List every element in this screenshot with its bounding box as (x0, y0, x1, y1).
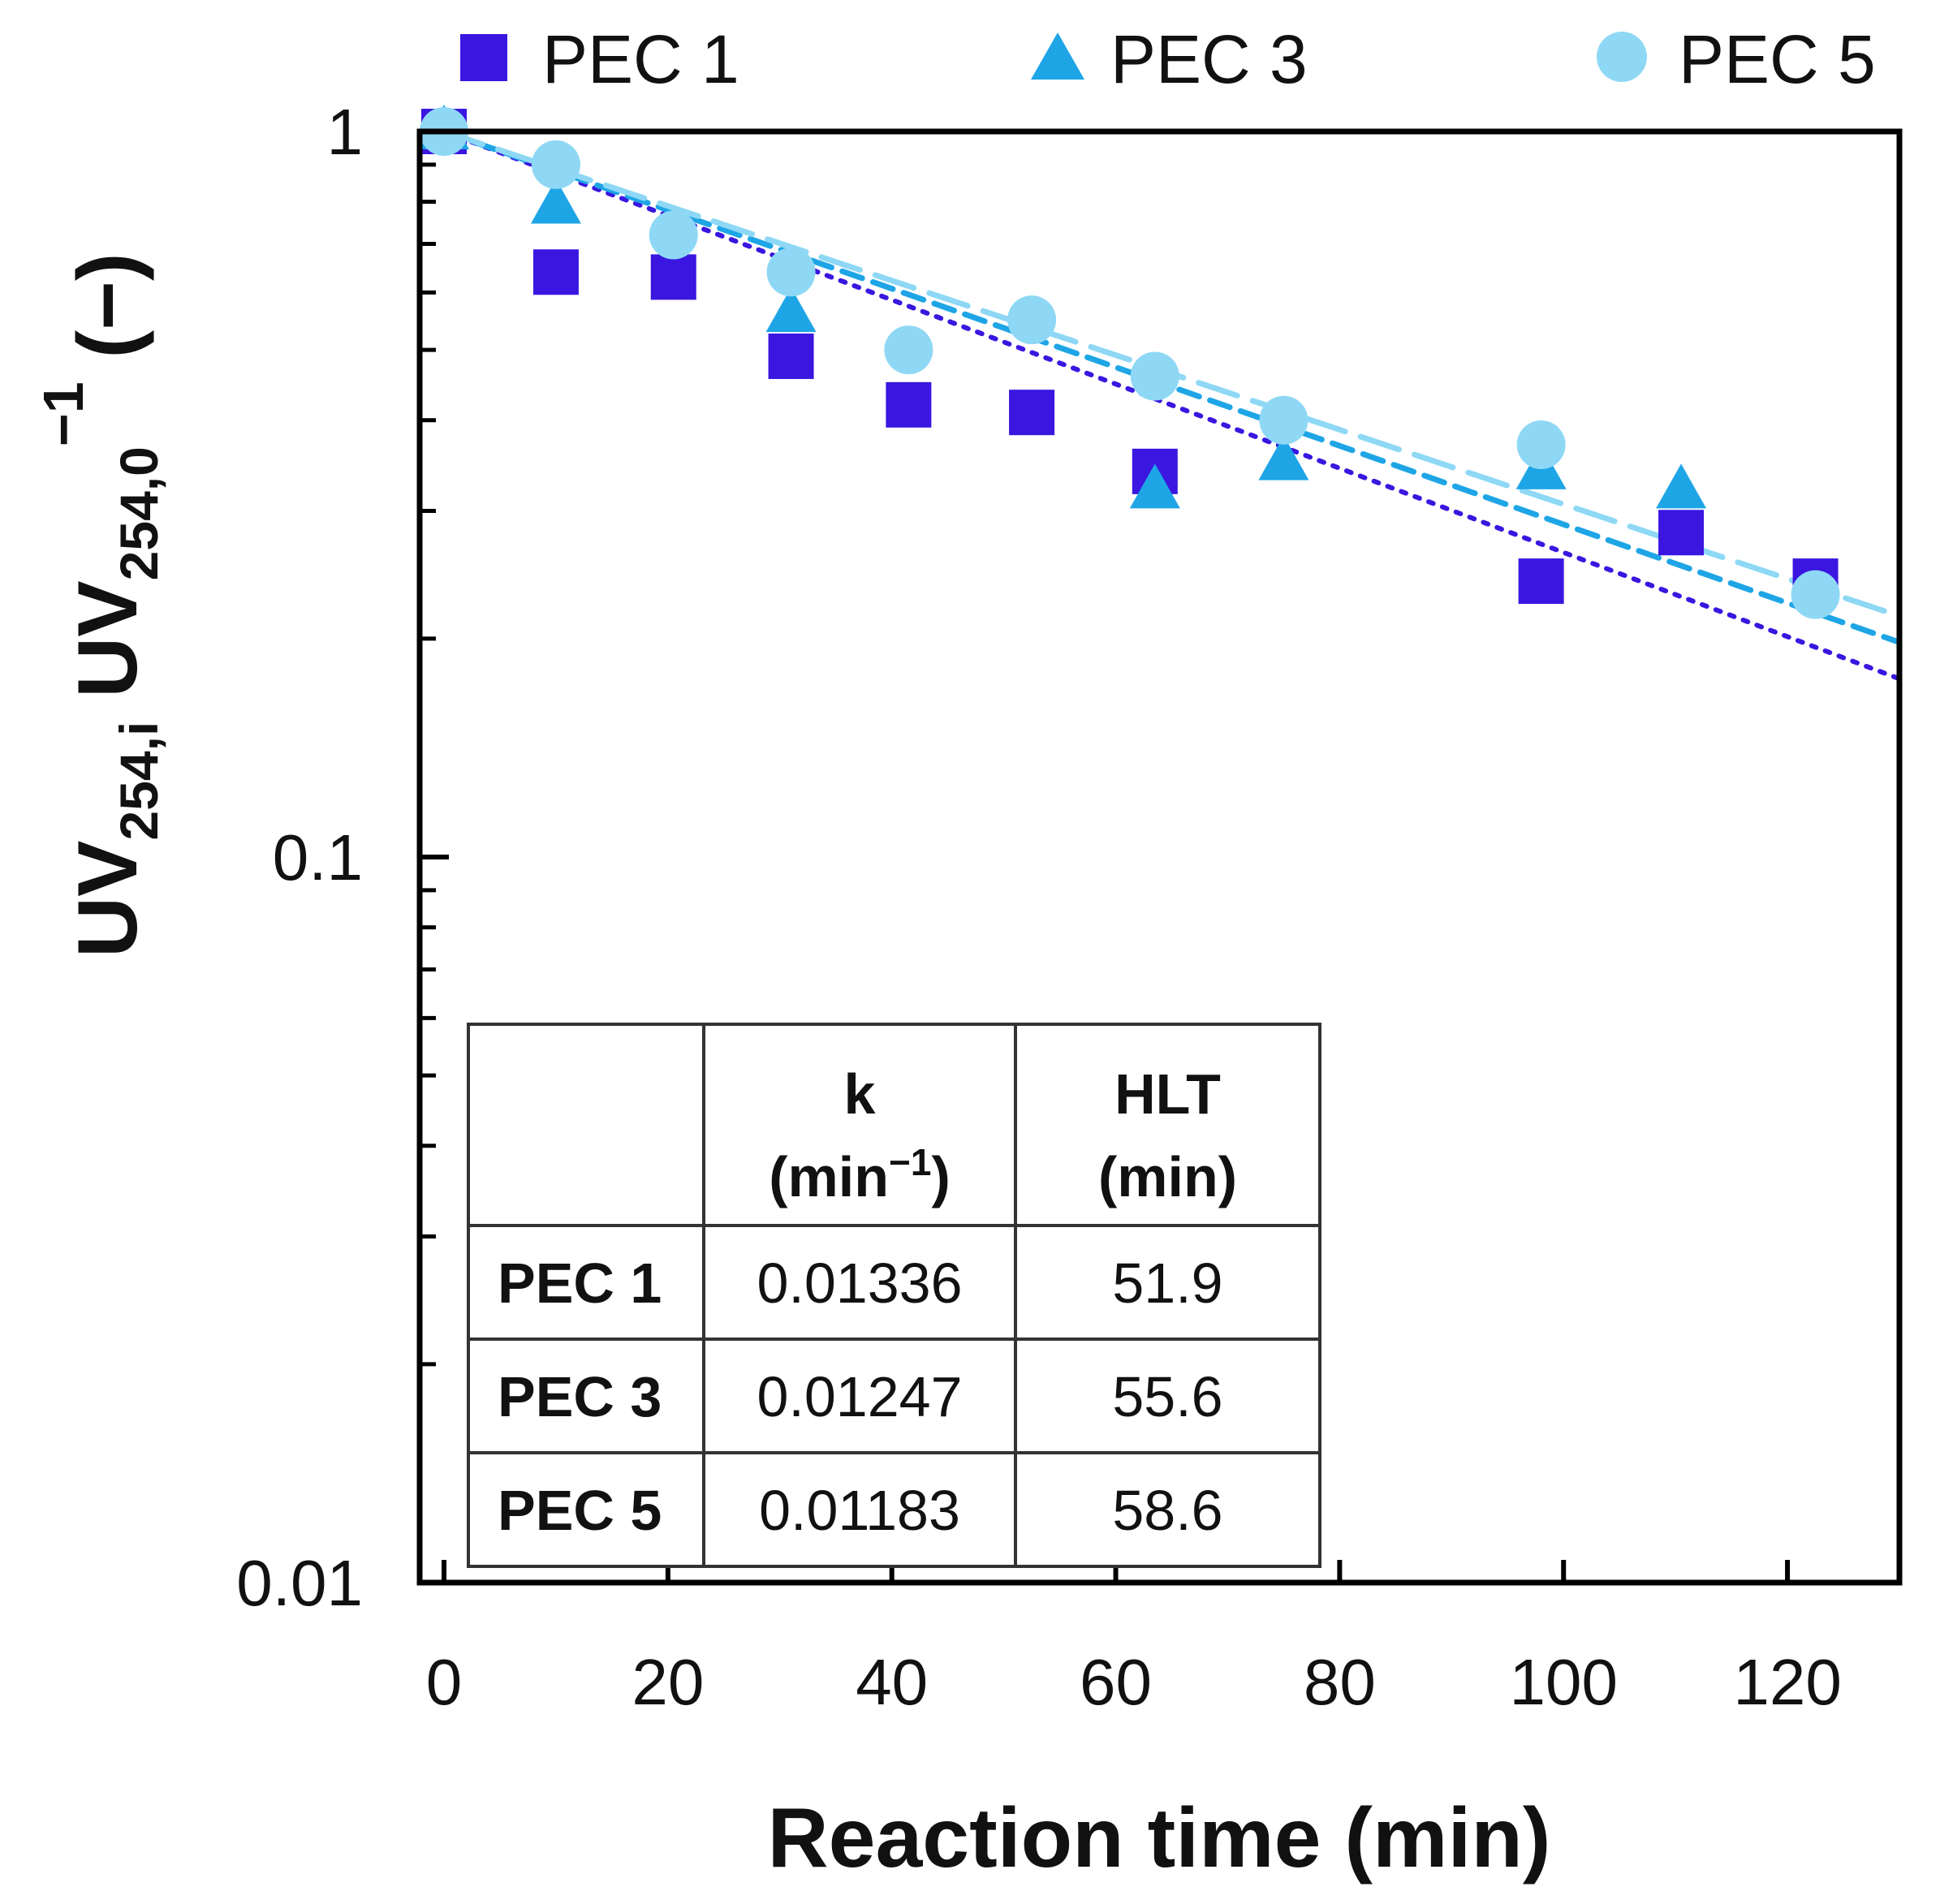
inset-table: k (min−1) HLT (min) PEC 1 0.01336 51.9 PEC 3 0.0… (467, 1023, 1321, 1568)
x-tick-label-20: 20 (632, 1646, 704, 1718)
table-row-label: PEC 3 (498, 1365, 662, 1428)
table-frame (467, 1023, 1321, 1568)
y-axis-title: UV254,i UV254,0−1 (−) (32, 252, 169, 958)
tick-layer: 0 20 40 60 80 100 120 0.01 0.1 1 (236, 96, 1842, 1718)
point-pec3 (1258, 435, 1309, 480)
point-pec1 (532, 249, 579, 295)
point-pec1 (768, 333, 814, 379)
x-tick-label-0: 0 (426, 1646, 463, 1718)
plot-frame (416, 128, 1903, 1586)
table-row-label: PEC 1 (498, 1251, 662, 1315)
table-cell: 0.01183 (759, 1479, 960, 1542)
legend-marker-pec5 (1597, 32, 1647, 82)
point-pec1 (1518, 558, 1564, 605)
legend-marker-pec1 (460, 34, 507, 81)
legend-label-pec5: PEC 5 (1679, 21, 1876, 97)
point-pec5 (766, 248, 816, 297)
fit-line-pec1 (442, 129, 1902, 682)
point-pec3 (765, 287, 817, 333)
data-points (419, 105, 1840, 619)
point-pec5 (1130, 351, 1179, 401)
point-pec5 (649, 210, 698, 260)
y-tick-label-0.1: 0.1 (273, 821, 363, 894)
table-cell: 55.6 (1112, 1365, 1222, 1428)
table-header-line1: HLT (1114, 1062, 1221, 1126)
x-tick-label-60: 60 (1080, 1646, 1152, 1718)
point-pec1 (650, 254, 696, 300)
legend: PEC 1 PEC 3 PEC 5 (460, 21, 1876, 97)
legend-label-pec3: PEC 3 (1110, 21, 1308, 97)
point-pec1 (1658, 510, 1705, 556)
point-pec5 (531, 140, 580, 189)
point-pec3 (1129, 463, 1180, 509)
y-tick-label-0.01: 0.01 (236, 1547, 363, 1619)
table-row-label: PEC 5 (498, 1479, 662, 1542)
table-cell: 58.6 (1112, 1479, 1222, 1542)
legend-label-pec1: PEC 1 (542, 21, 739, 97)
legend-marker-pec3 (1031, 32, 1084, 80)
point-pec5 (1007, 295, 1057, 345)
point-pec5 (1791, 570, 1840, 619)
x-axis-title: Reaction time (min) (768, 1791, 1551, 1885)
table-header-line1: k (844, 1062, 876, 1126)
point-pec5 (1259, 395, 1308, 445)
point-pec3 (530, 179, 581, 224)
x-tick-label-100: 100 (1509, 1646, 1617, 1718)
point-pec5 (884, 325, 933, 375)
table-cell: 51.9 (1112, 1251, 1222, 1315)
y-tick-label-1: 1 (327, 96, 364, 168)
table-header-line2: (min−1) (769, 1141, 951, 1208)
point-pec5 (1516, 420, 1566, 470)
x-tick-label-120: 120 (1733, 1646, 1841, 1718)
table-cell: 0.01336 (757, 1251, 962, 1315)
table-header-line2: (min) (1098, 1145, 1237, 1208)
point-pec1 (886, 381, 932, 428)
x-tick-label-80: 80 (1304, 1646, 1376, 1718)
point-pec1 (1009, 390, 1055, 436)
x-tick-label-40: 40 (856, 1646, 928, 1718)
point-pec3 (1656, 463, 1707, 509)
table-cell: 0.01247 (757, 1365, 962, 1428)
